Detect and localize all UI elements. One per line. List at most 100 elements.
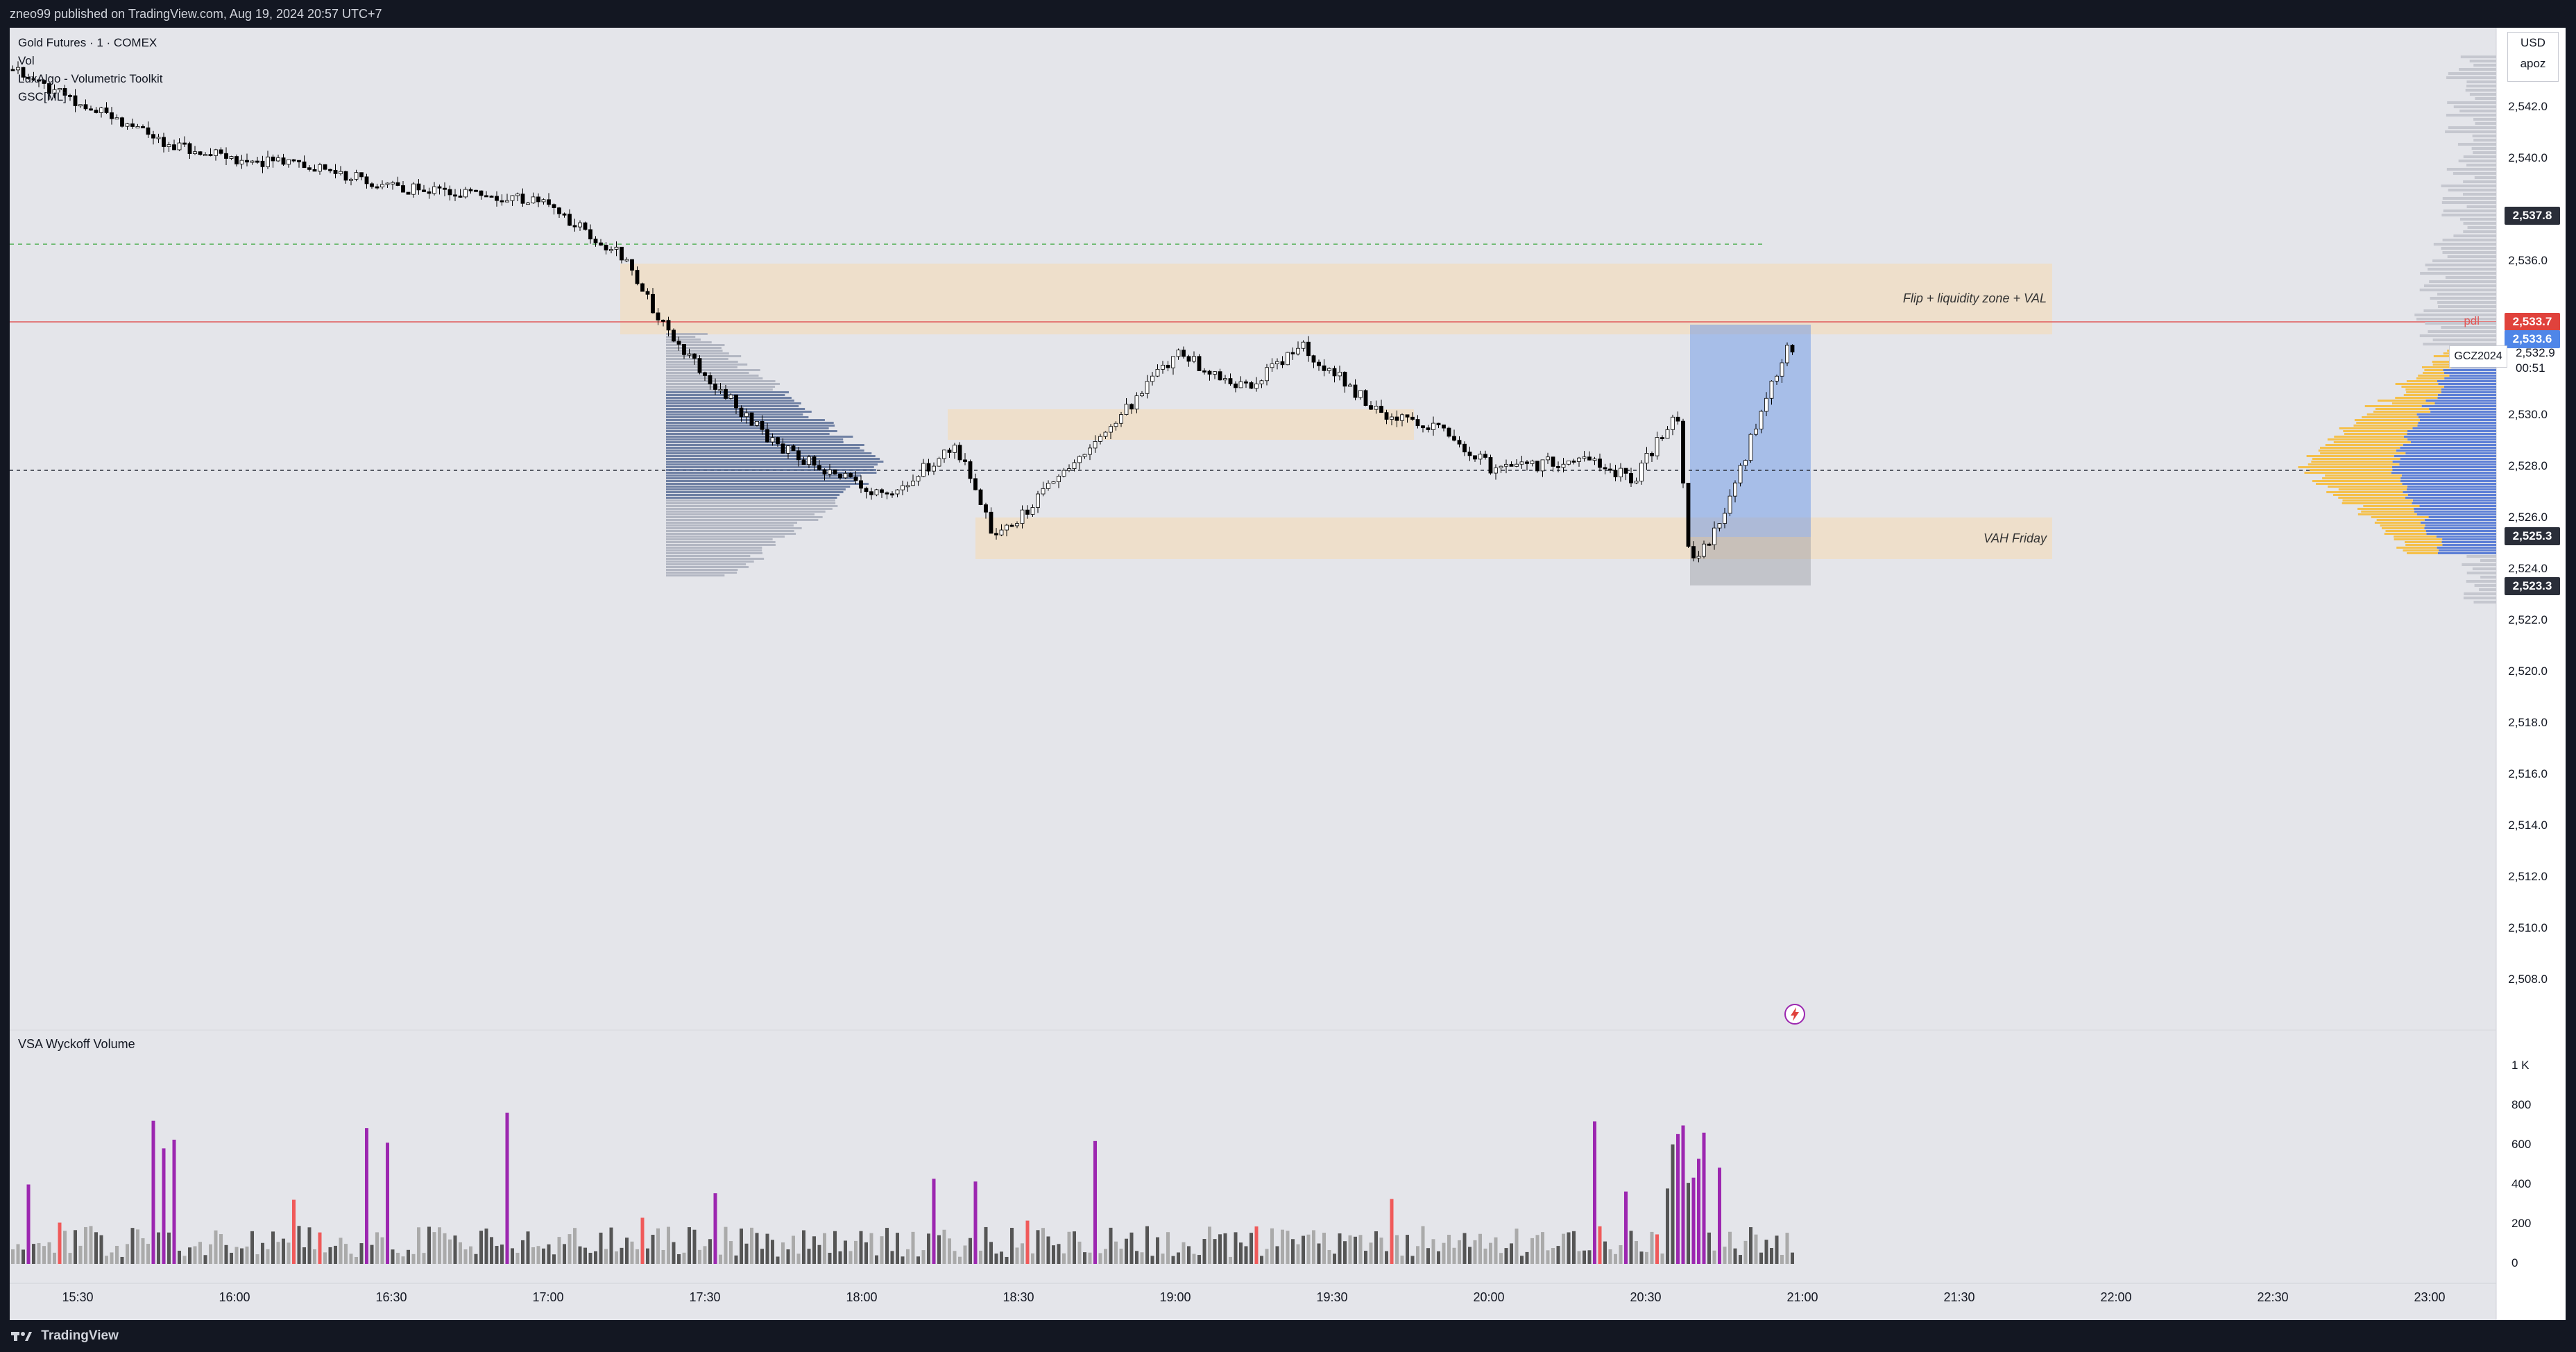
- volume-bar: [552, 1254, 556, 1264]
- legend-indicator-gsc[interactable]: GSC[ML]: [18, 90, 67, 103]
- volume-bar: [599, 1232, 603, 1264]
- volume-bar: [490, 1237, 493, 1264]
- profile-row-grey: [2447, 255, 2496, 258]
- vsa-indicator-title[interactable]: VSA Wyckoff Volume: [18, 1037, 135, 1051]
- candle-body: [942, 450, 946, 459]
- volume-bar: [640, 1217, 645, 1264]
- candle-body: [260, 160, 265, 167]
- candle-body: [1660, 437, 1664, 439]
- profile-row-yellow: [2332, 494, 2408, 496]
- profile-row-yellow: [2405, 541, 2442, 543]
- profile-row-blue: [2419, 416, 2496, 418]
- lightning-alert-icon[interactable]: [1783, 1002, 1807, 1026]
- candle-body: [1296, 348, 1300, 354]
- volume-bar: [1655, 1234, 1659, 1264]
- candle-body: [68, 94, 72, 97]
- volume-bar: [1733, 1248, 1737, 1264]
- profile-row: [666, 508, 833, 510]
- volume-bar: [1666, 1188, 1669, 1264]
- profile-row-blue: [2441, 391, 2496, 393]
- profile-row-yellow: [2316, 483, 2403, 485]
- volume-bar: [1562, 1233, 1565, 1264]
- volume-bar: [557, 1237, 561, 1264]
- volume-bar: [193, 1246, 197, 1264]
- candle-body: [1405, 414, 1410, 418]
- candle-body: [1061, 470, 1066, 477]
- profile-row: [666, 361, 738, 363]
- candle-body: [1363, 390, 1368, 406]
- profile-row-blue: [2412, 502, 2496, 504]
- volume-bar: [1702, 1132, 1706, 1264]
- candle-body: [765, 429, 769, 443]
- volume-bar: [1400, 1256, 1404, 1264]
- profile-row: [666, 511, 826, 513]
- volume-bar: [407, 1249, 410, 1264]
- volume-bar: [958, 1256, 962, 1264]
- volume-bar: [1671, 1144, 1675, 1264]
- volume-bar: [578, 1246, 582, 1264]
- volume-bar: [1603, 1241, 1607, 1264]
- volume-bar: [391, 1249, 395, 1264]
- profile-row-grey: [2466, 164, 2496, 166]
- long-position-target[interactable]: [1690, 325, 1811, 537]
- candle-body: [630, 259, 634, 271]
- candle-body: [812, 456, 817, 466]
- profile-row-blue: [2416, 513, 2496, 515]
- candle-body: [395, 182, 400, 186]
- candle-body: [1509, 463, 1514, 467]
- candle-body: [1275, 361, 1279, 365]
- profile-row-yellow: [2354, 419, 2420, 421]
- candle-body: [1535, 461, 1539, 472]
- volume-bar: [615, 1251, 618, 1264]
- profile-row-grey: [2464, 592, 2496, 595]
- candle-body: [853, 477, 858, 481]
- volume-bar: [511, 1248, 514, 1264]
- candle-body: [182, 142, 187, 145]
- price-tag-high: 2,537.8: [2505, 207, 2560, 225]
- profile-row: [666, 455, 876, 457]
- profile-row-grey: [2448, 189, 2496, 191]
- currency-selector[interactable]: USD apoz: [2507, 32, 2559, 82]
- candle-body: [1712, 527, 1716, 545]
- candle-body: [1650, 453, 1654, 456]
- profile-row-blue: [2400, 480, 2496, 482]
- volume-bar: [287, 1242, 291, 1264]
- mid-zone[interactable]: [948, 409, 1414, 440]
- chart-canvas[interactable]: Flip + liquidity zone + VAL VAH Friday p…: [10, 28, 2566, 1320]
- candle-body: [984, 504, 988, 513]
- candle-body: [541, 199, 546, 203]
- candle-body: [1207, 370, 1212, 375]
- volume-bar: [1764, 1240, 1768, 1264]
- volume-bar: [1067, 1231, 1071, 1264]
- legend-indicator-luxalgo[interactable]: LuxAlgo - Volumetric Toolkit: [18, 72, 163, 85]
- volume-bar: [646, 1248, 649, 1264]
- profile-row-yellow: [2342, 502, 2412, 504]
- profile-row: [666, 469, 876, 471]
- volume-bar: [370, 1244, 374, 1264]
- candle-body: [599, 242, 603, 246]
- chart-area[interactable]: Flip + liquidity zone + VAL VAH Friday p…: [10, 28, 2566, 1320]
- candle-body: [1499, 465, 1503, 468]
- candle-body: [838, 473, 842, 479]
- volume-bar: [328, 1247, 332, 1264]
- tradingview-logo[interactable]: TradingView: [11, 1320, 119, 1352]
- candle-body: [1577, 457, 1581, 462]
- flip-liquidity-zone[interactable]: [620, 264, 2052, 334]
- volume-bar: [927, 1233, 930, 1264]
- candle-body: [447, 189, 452, 196]
- legend-symbol[interactable]: Gold Futures · 1 · COMEX: [18, 36, 157, 49]
- candle-body: [1072, 462, 1077, 469]
- volume-bar: [1114, 1241, 1118, 1264]
- candle-body: [1598, 459, 1602, 468]
- profile-row-yellow: [2405, 388, 2441, 391]
- legend-volume[interactable]: Vol: [18, 54, 35, 67]
- profile-row: [666, 383, 781, 385]
- profile-row-grey: [2442, 197, 2496, 200]
- candle-body: [510, 195, 515, 201]
- vah-friday-zone[interactable]: [975, 517, 2052, 559]
- profile-row-grey: [2463, 222, 2496, 225]
- candle-body: [224, 153, 228, 159]
- volume-bar: [1499, 1253, 1503, 1264]
- volume-bar: [1145, 1226, 1149, 1264]
- volume-bar: [110, 1252, 114, 1264]
